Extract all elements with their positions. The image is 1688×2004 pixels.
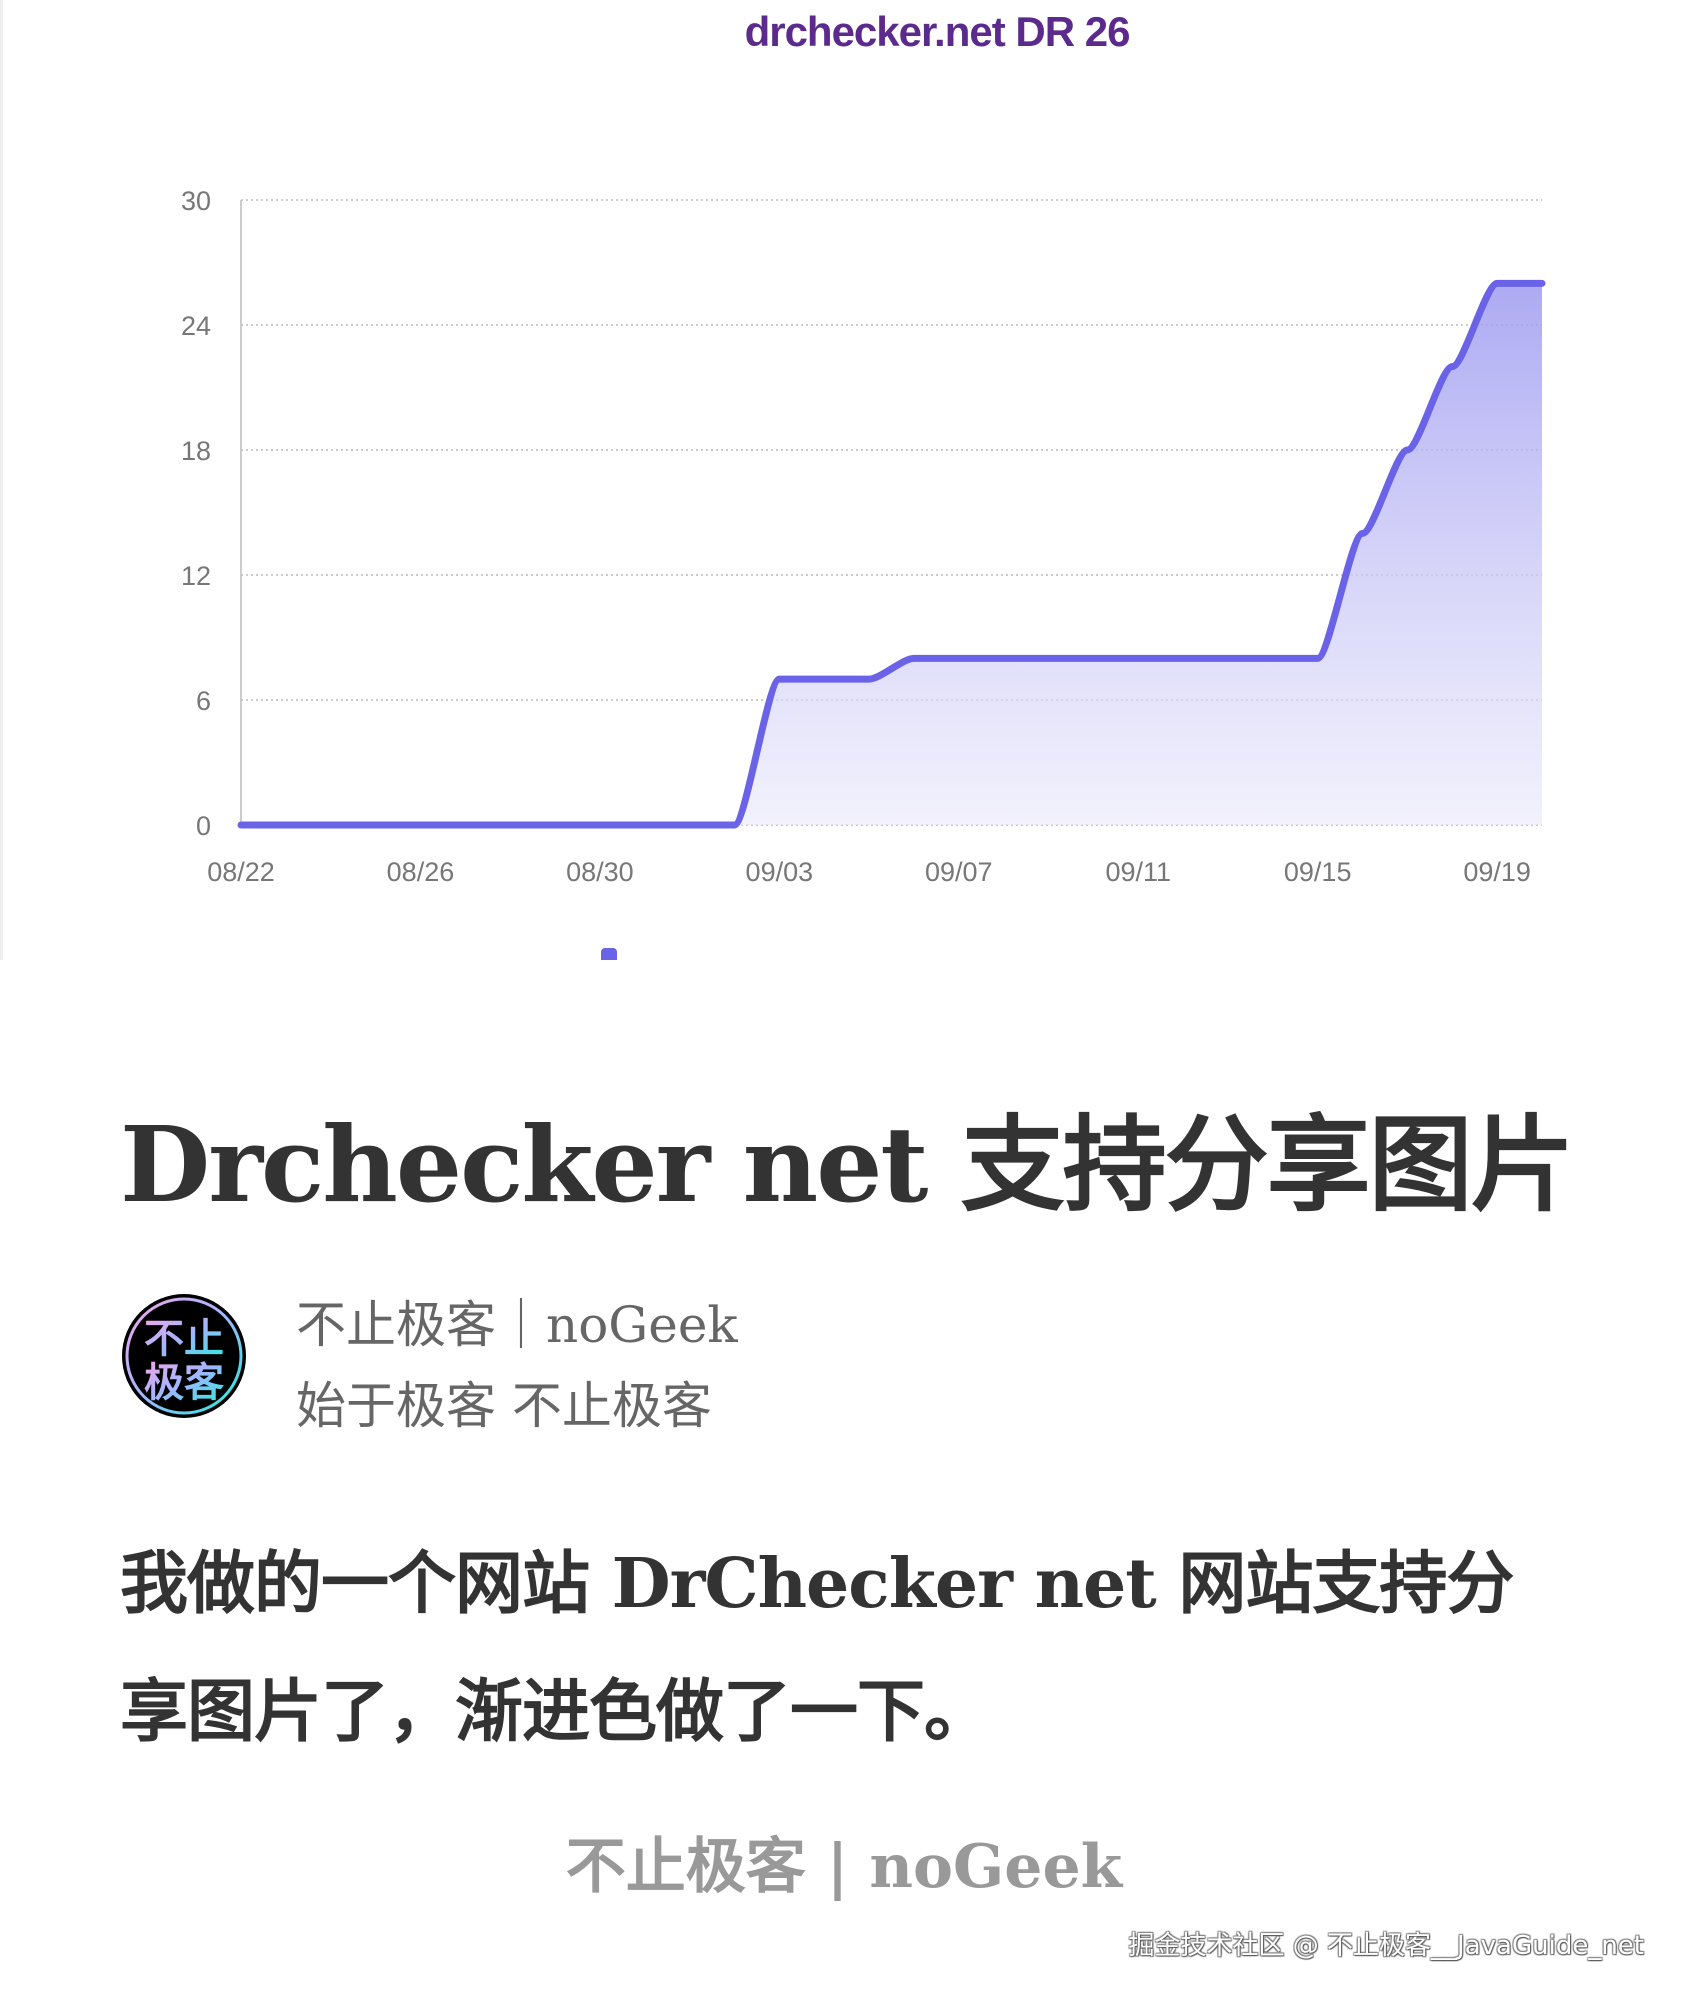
y-tick-label: 24	[181, 311, 211, 341]
x-tick-label: 09/15	[1284, 857, 1352, 887]
dr-area-chart: 0 6 12 18 24 30 08/22 08/26 08/30 09/03 09/07 09/11…	[181, 186, 1546, 887]
footer-brand: 不止极客 | noGeek	[565, 1832, 1123, 1902]
y-tick-label: 30	[181, 186, 211, 216]
avatar-text-line: 极客	[144, 1360, 224, 1406]
y-tick-label: 6	[196, 686, 211, 716]
x-tick-label: 08/22	[207, 857, 275, 887]
article-paragraph-line: 享图片了，渐进色做了一下。	[120, 1672, 992, 1752]
x-tick-label: 09/03	[746, 857, 814, 887]
x-tick-label: 09/07	[925, 857, 993, 887]
x-tick-label: 09/19	[1463, 857, 1531, 887]
y-tick-label: 0	[196, 811, 211, 841]
x-tick-label: 08/30	[566, 857, 634, 887]
x-tick-label: 09/11	[1105, 857, 1171, 887]
chart-area: 0 6 12 18 24 30 08/22 08/26 08/30 09/03 09/07 09/11…	[0, 0, 1688, 960]
y-tick-label: 18	[181, 436, 211, 466]
x-tick-label: 08/26	[387, 857, 455, 887]
author-name[interactable]: 不止极客｜noGeek	[296, 1296, 738, 1354]
watermark: 掘金技术社区 @ 不止极客__JavaGuide_net	[1128, 1931, 1644, 1961]
avatar-text-line: 不止	[144, 1316, 224, 1362]
area-fill	[241, 283, 1542, 825]
series-line	[237, 279, 1546, 829]
author-avatar[interactable]: 不止 极客	[120, 1292, 248, 1420]
author-bio: 始于极客 不止极客	[296, 1377, 712, 1435]
article-title: Drchecker net 支持分享图片	[120, 1103, 1575, 1226]
y-tick-label: 12	[181, 561, 211, 591]
article-paragraph-line: 我做的一个网站 DrChecker net 网站支持分	[120, 1544, 1514, 1624]
legend-marker[interactable]	[601, 948, 617, 960]
chart-title: drchecker.net DR 26	[744, 8, 1131, 55]
